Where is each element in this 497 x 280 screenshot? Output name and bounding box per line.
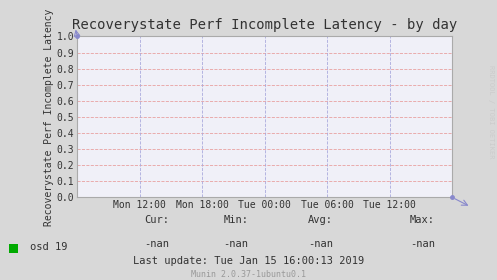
Text: Max:: Max: [410,214,435,225]
Text: Munin 2.0.37-1ubuntu0.1: Munin 2.0.37-1ubuntu0.1 [191,270,306,279]
Text: Last update: Tue Jan 15 16:00:13 2019: Last update: Tue Jan 15 16:00:13 2019 [133,256,364,266]
Title: Recoverystate Perf Incomplete Latency - by day: Recoverystate Perf Incomplete Latency - … [72,18,457,32]
Text: osd 19: osd 19 [30,242,67,252]
Text: Cur:: Cur: [144,214,169,225]
Y-axis label: Recoverystate Perf Incomplete Latency: Recoverystate Perf Incomplete Latency [44,8,54,226]
Text: Min:: Min: [224,214,248,225]
Text: -nan: -nan [224,239,248,249]
Text: -nan: -nan [410,239,435,249]
Text: RRDTOOL / TOBI OETIKER: RRDTOOL / TOBI OETIKER [488,65,494,159]
Text: -nan: -nan [144,239,169,249]
Text: -nan: -nan [308,239,333,249]
Text: Avg:: Avg: [308,214,333,225]
